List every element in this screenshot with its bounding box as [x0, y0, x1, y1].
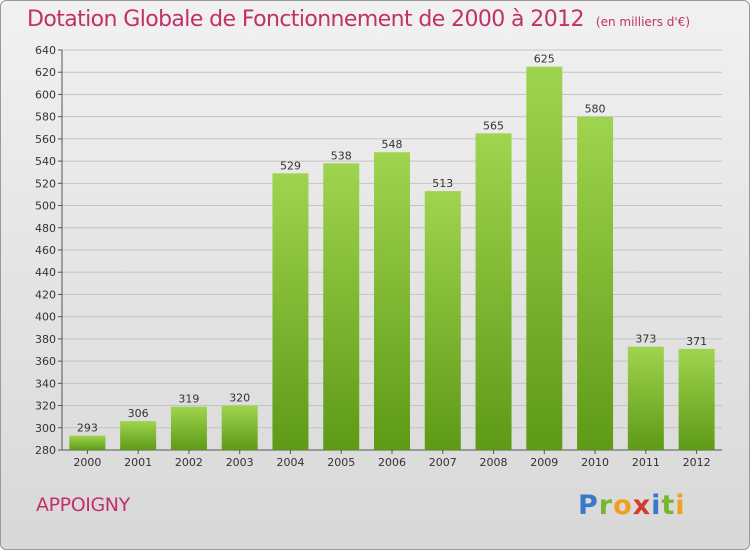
y-tick-label: 640	[35, 44, 56, 57]
data-label: 293	[77, 422, 98, 435]
data-label: 320	[229, 392, 250, 405]
x-tick-label: 2000	[73, 456, 101, 469]
bar	[577, 116, 614, 451]
x-tick-label: 2008	[480, 456, 508, 469]
data-label: 373	[635, 333, 656, 346]
proxiti-logo: Proxiti	[578, 490, 686, 521]
logo-letter: P	[578, 490, 599, 521]
y-tick-label: 620	[35, 66, 56, 79]
data-label: 306	[128, 407, 149, 420]
logo-letter: r	[598, 490, 614, 521]
y-tick-label: 420	[35, 288, 56, 301]
data-label: 580	[585, 103, 606, 116]
x-tick-label: 2010	[581, 456, 609, 469]
chart-title-text: Dotation Globale de Fonctionnement de 20…	[27, 7, 585, 32]
y-tick-label: 560	[35, 133, 56, 146]
data-label: 548	[382, 138, 403, 151]
data-label: 371	[686, 335, 707, 348]
commune-name: APPOIGNY	[36, 494, 130, 516]
x-tick-label: 2002	[175, 456, 203, 469]
y-tick-label: 600	[35, 88, 56, 101]
x-tick-label: 2001	[124, 456, 152, 469]
chart-title: Dotation Globale de Fonctionnement de 20…	[27, 7, 690, 32]
chart-unit-note: (en milliers d'€)	[595, 15, 691, 29]
y-tick-label: 520	[35, 177, 56, 190]
bar	[221, 405, 258, 450]
bar	[323, 163, 360, 451]
data-label: 565	[483, 119, 504, 132]
y-tick-label: 400	[35, 311, 56, 324]
x-tick-label: 2006	[378, 456, 406, 469]
bar	[69, 435, 106, 450]
y-tick-label: 320	[35, 400, 56, 413]
logo-letter: o	[613, 490, 633, 521]
x-tick-label: 2004	[276, 456, 304, 469]
y-tick-label: 500	[35, 200, 56, 213]
logo-letter: x	[632, 490, 652, 521]
y-tick-label: 280	[35, 444, 56, 457]
logo-letter: t	[661, 490, 676, 521]
logo-letter: i	[675, 490, 686, 521]
y-tick-label: 540	[35, 155, 56, 168]
y-tick-label: 380	[35, 333, 56, 346]
x-tick-label: 2012	[683, 456, 711, 469]
y-tick-label: 300	[35, 422, 56, 435]
x-tick-label: 2011	[632, 456, 660, 469]
x-tick-label: 2009	[530, 456, 558, 469]
y-tick-label: 360	[35, 355, 56, 368]
bar	[374, 152, 410, 450]
x-tick-label: 2003	[226, 456, 254, 469]
bar	[475, 133, 512, 451]
bar	[120, 421, 157, 450]
y-tick-label: 480	[35, 222, 56, 235]
logo-letter: i	[651, 490, 662, 521]
bar	[526, 66, 563, 451]
data-labels: 293 306 319 320 529 538 548 513 565 625 580 373 371	[77, 53, 707, 435]
y-tick-label: 340	[35, 377, 56, 390]
x-tick-label: 2005	[327, 456, 355, 469]
y-tick-label: 460	[35, 244, 56, 257]
data-label: 538	[331, 149, 352, 162]
data-label: 529	[280, 159, 301, 172]
data-label: 513	[432, 177, 453, 190]
y-tick-label: 580	[35, 111, 56, 124]
bar	[678, 348, 715, 450]
data-label: 319	[178, 393, 199, 406]
x-tick-label: 2007	[429, 456, 457, 469]
data-label: 625	[534, 53, 555, 66]
bar	[424, 191, 461, 450]
bar	[627, 346, 664, 450]
y-tick-labels: 280 300 320 340 360 380 400 420 440 460 480 500 520 5…	[35, 44, 56, 457]
bars	[69, 66, 715, 451]
bar	[170, 406, 207, 450]
bar	[272, 173, 309, 451]
x-tick-labels: 2000 2001 2002 2003 2004 2005 2006 2007 2008 2009…	[73, 456, 710, 469]
y-tick-label: 440	[35, 266, 56, 279]
